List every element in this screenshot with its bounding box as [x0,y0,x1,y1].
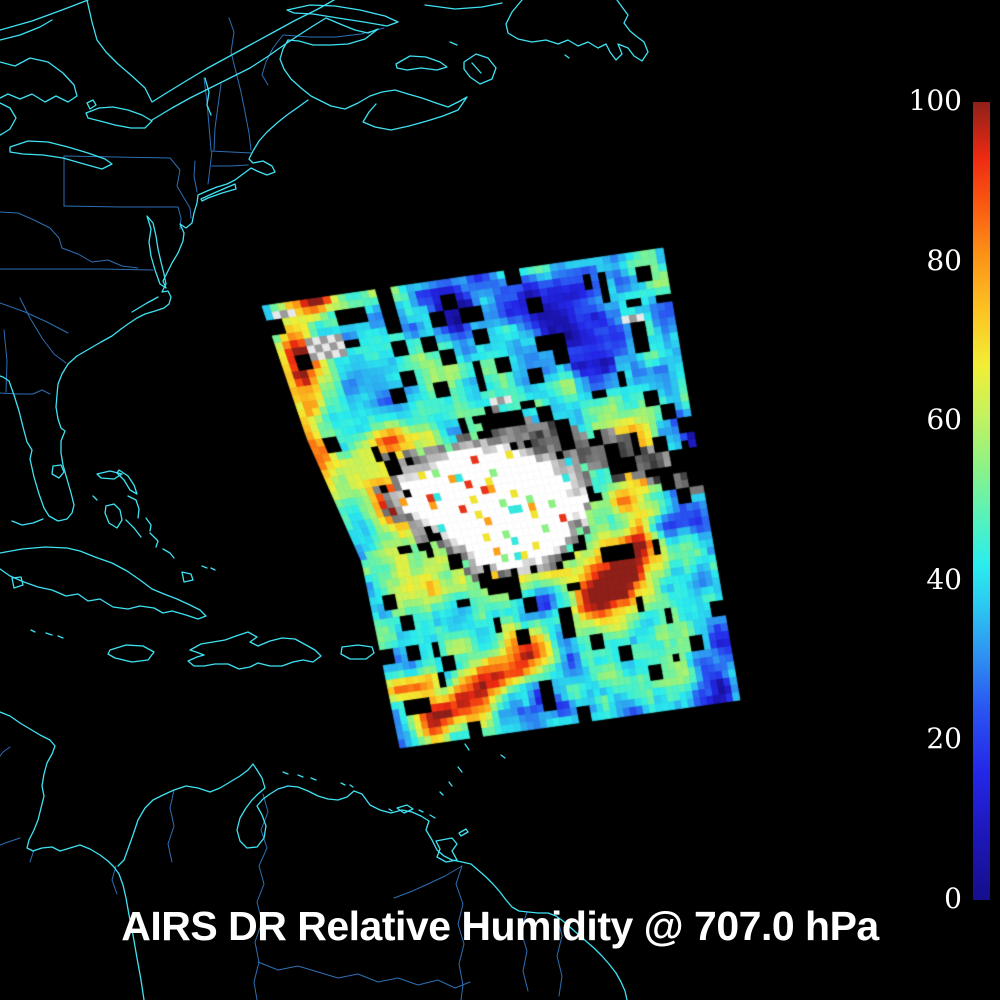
figure-title: AIRS DR Relative Humidity @ 707.0 hPa [121,903,879,949]
colorbar [973,102,990,900]
colorbar-tick-label: 60 [926,403,962,437]
colorbar-tick-label: 40 [926,562,962,596]
colorbar-tick-label: 100 [908,84,962,118]
colorbar-tick-label: 80 [926,243,962,277]
colorbar-tick-label: 0 [944,882,962,916]
colorbar-tick-label: 20 [926,722,962,756]
